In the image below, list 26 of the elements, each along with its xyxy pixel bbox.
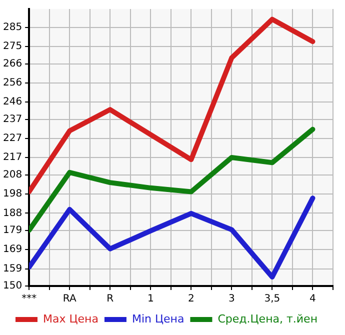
legend-label: Max Цена xyxy=(42,312,98,326)
y-tick-label: 179 xyxy=(2,225,22,236)
y-tick-label: 217 xyxy=(2,152,22,164)
y-tick-label: 266 xyxy=(2,58,22,70)
y-tick-label: 159 xyxy=(2,263,22,274)
x-tick-label: 2 xyxy=(188,294,194,305)
y-tick-label: 227 xyxy=(2,133,22,144)
y-tick-label: 208 xyxy=(2,169,22,180)
y-tick-label: 169 xyxy=(2,244,22,256)
y-tick-label: 256 xyxy=(2,78,22,89)
x-tick-label: 1 xyxy=(147,294,154,305)
y-tick-label: 237 xyxy=(2,114,22,125)
y-tick-label: 198 xyxy=(2,188,22,200)
y-tick-label: 246 xyxy=(2,96,22,108)
x-tick-label: RA xyxy=(62,294,76,305)
x-tick-label: 3 xyxy=(228,294,235,305)
y-tick-label: 150 xyxy=(2,280,22,292)
x-tick-label: R xyxy=(106,294,114,305)
y-tick-label: 275 xyxy=(2,41,22,52)
x-tick-label: 3,5 xyxy=(264,294,280,305)
legend-label: Сред.Цена, т.йен xyxy=(218,312,318,326)
x-tick-label: *** xyxy=(22,294,37,305)
legend-label: Min Цена xyxy=(132,312,184,326)
x-tick-label: 4 xyxy=(310,294,316,305)
y-tick-label: 285 xyxy=(2,22,22,33)
y-tick-label: 188 xyxy=(2,208,22,219)
